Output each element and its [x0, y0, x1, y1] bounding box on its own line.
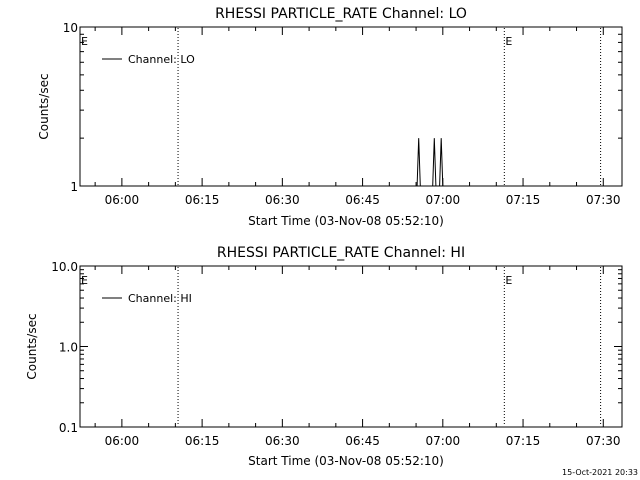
x-tick-label: 07:30	[586, 434, 621, 448]
panel-lo: RHESSI PARTICLE_RATE Channel: LO Counts/s…	[37, 6, 623, 228]
y-axis-label: Counts/sec	[37, 73, 51, 139]
y-tick-label: 1	[70, 180, 78, 194]
series-line	[413, 138, 446, 187]
event-marker-label: E	[505, 274, 512, 287]
x-tick-label: 07:00	[426, 193, 461, 207]
event-marker-label: E	[81, 274, 88, 287]
legend-label: Channel: HI	[128, 292, 192, 305]
y-tick-label: 0.1	[59, 421, 78, 435]
x-tick-label: 07:00	[426, 434, 461, 448]
x-tick-label: 06:15	[185, 434, 220, 448]
x-tick-label: 06:30	[265, 434, 300, 448]
x-tick-label: 06:00	[105, 434, 140, 448]
legend-label: Channel: LO	[128, 53, 195, 66]
panel-hi: RHESSI PARTICLE_RATE Channel: HI Counts/s…	[25, 245, 623, 468]
x-tick-label: 06:00	[105, 193, 140, 207]
x-tick-label: 06:15	[185, 193, 220, 207]
event-marker-label: E	[505, 35, 512, 48]
chart-title: RHESSI PARTICLE_RATE Channel: LO	[215, 6, 467, 22]
plot-frame	[79, 26, 623, 187]
x-tick-label: 07:15	[506, 434, 541, 448]
y-tick-label: 1.0	[59, 341, 78, 355]
x-tick-label: 06:30	[265, 193, 300, 207]
chart-title: RHESSI PARTICLE_RATE Channel: HI	[217, 245, 465, 261]
event-marker-label: E	[81, 35, 88, 48]
y-axis-label: Counts/sec	[25, 313, 39, 379]
y-tick-label: 10.0	[51, 260, 78, 274]
x-axis-label: Start Time (03-Nov-08 05:52:10)	[248, 214, 444, 228]
footer-timestamp: 15-Oct-2021 20:33	[562, 468, 638, 477]
x-tick-label: 06:45	[345, 193, 380, 207]
x-tick-label: 06:45	[345, 434, 380, 448]
x-axis-label: Start Time (03-Nov-08 05:52:10)	[248, 454, 444, 468]
x-tick-label: 07:30	[586, 193, 621, 207]
x-tick-label: 07:15	[506, 193, 541, 207]
y-tick-label: 10	[63, 21, 78, 35]
